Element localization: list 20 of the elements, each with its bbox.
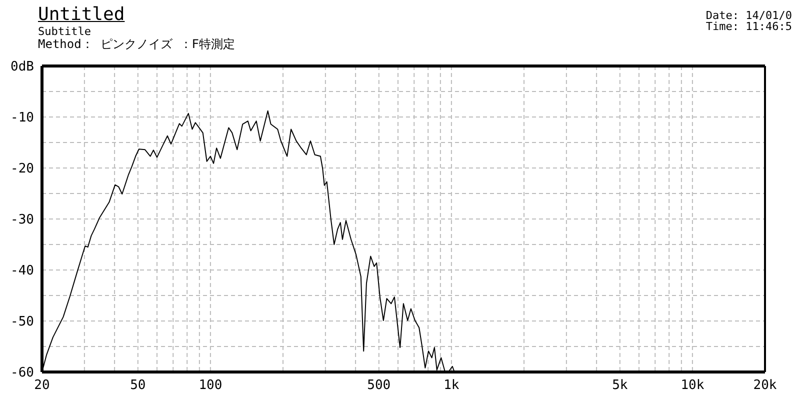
y-tick-label: 0dB — [10, 60, 34, 75]
y-tick-label: -50 — [10, 314, 34, 330]
x-tick-label: 100 — [198, 378, 222, 394]
chart-subtitle: Subtitle — [38, 25, 91, 38]
x-tick-label: 500 — [367, 378, 391, 394]
x-tick-label: 20k — [753, 378, 777, 394]
y-tick-label: -30 — [10, 212, 34, 228]
y-tick-label: -20 — [10, 162, 34, 177]
x-tick-label: 10k — [680, 378, 704, 394]
text: Time: 11:46:5 — [706, 20, 792, 33]
x-tick-label: 1k — [444, 378, 460, 394]
text: Method： ピンクノイズ ：F特測定 — [38, 36, 236, 53]
text: Date: 14/01/0 — [706, 9, 792, 22]
y-tick-label: -40 — [10, 264, 34, 279]
chart-title: Untitled — [38, 4, 125, 25]
x-tick-label: 5k — [612, 378, 628, 394]
x-tick-label: 20 — [34, 378, 50, 394]
x-tick-label: 50 — [130, 378, 146, 394]
y-tick-label: -60 — [10, 366, 34, 381]
y-tick-label: -10 — [10, 110, 34, 126]
